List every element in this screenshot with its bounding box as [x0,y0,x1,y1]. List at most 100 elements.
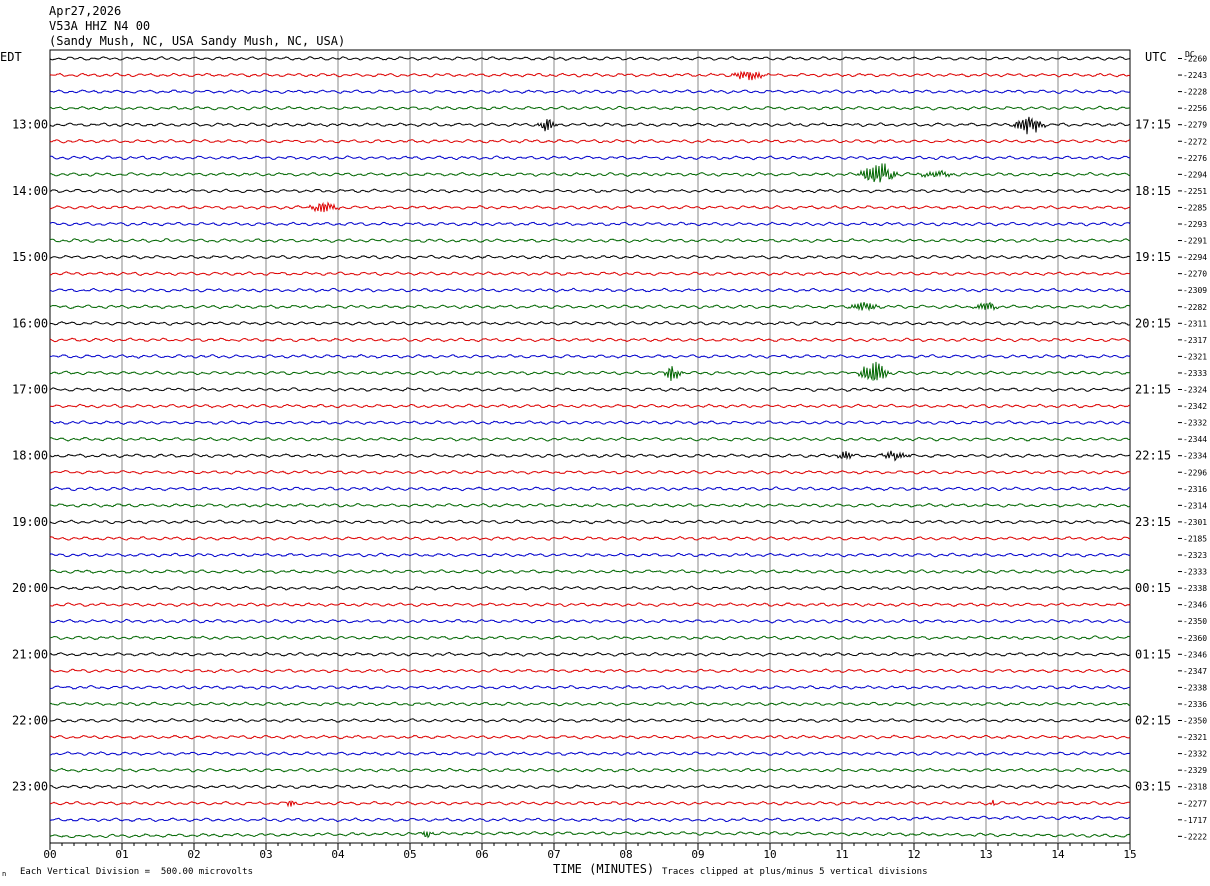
right-hour-label: 00:15 [1135,581,1171,595]
dc-offset-label: -2276 [1183,154,1207,163]
header-station: V53A HHZ N4 00 [49,19,151,33]
dc-offset-label: -2332 [1183,750,1207,759]
trace-row [49,751,1131,756]
dc-offset-label: -2279 [1183,121,1207,130]
dc-offset-label: -2309 [1183,286,1207,295]
dc-offset-label: -2294 [1183,170,1207,179]
header-location: (Sandy Mush, NC, USA Sandy Mush, NC, USA… [49,34,346,48]
trace-row [49,830,1131,839]
dc-offset-label: -2291 [1183,237,1207,246]
trace-row [49,815,1131,823]
dc-offset-label: -2296 [1183,468,1207,477]
x-tick-label: 07 [547,848,560,861]
dc-offset-label: -2329 [1183,766,1207,775]
x-tick-label: 09 [691,848,704,861]
dc-offset-label: -2272 [1183,137,1207,146]
dc-offset-label: -2311 [1183,319,1207,328]
trace-row [49,734,1131,740]
dc-offset-label: -2318 [1183,783,1207,792]
dc-offset-label: -2294 [1183,253,1207,262]
x-tick-label: 06 [475,848,488,861]
left-hour-label: 17:00 [12,383,48,397]
dc-offset-label: -2282 [1183,303,1207,312]
right-hour-label: 23:15 [1135,515,1171,529]
dc-offset-label: -2270 [1183,270,1207,279]
trace-row [49,361,1131,382]
left-hour-label: 14:00 [12,184,48,198]
dc-offset-label: -2323 [1183,551,1207,560]
trace-row [49,56,1131,61]
dc-column-label: DC [1185,50,1195,59]
x-tick-label: 03 [259,848,272,861]
dc-offset-label: -2346 [1183,601,1207,610]
left-hour-label: 19:00 [12,515,48,529]
trace-row [49,436,1131,442]
left-hour-label: 20:00 [12,581,48,595]
trace-row [49,116,1131,135]
dc-offset-label: -2256 [1183,104,1207,113]
trace-row [49,155,1131,161]
x-tick-label: 14 [1051,848,1065,861]
dc-offset-label: -2333 [1183,369,1207,378]
plot-grid [49,49,1131,850]
dc-offset-label: -2360 [1183,634,1207,643]
trace-row [49,767,1130,773]
trace-row [49,221,1131,227]
trace-row [49,651,1131,657]
trace-row [49,337,1131,343]
x-tick-label: 05 [403,848,416,861]
dc-offset-label: -2317 [1183,336,1207,345]
trace-row [49,618,1131,624]
trace-row [49,301,1131,312]
dc-offset-label: -2285 [1183,203,1207,212]
right-hour-label: 22:15 [1135,449,1171,463]
trace-row [49,138,1131,144]
trace-row [49,685,1131,690]
dc-offset-label: -2338 [1183,584,1207,593]
trace-row [49,799,1131,808]
trace-row [49,502,1131,508]
scale-note: Each Vertical Division = 500.00 microvol… [20,867,253,877]
dc-offset-label: -2228 [1183,88,1207,97]
trace-row [49,552,1131,558]
trace-row [49,353,1131,359]
dc-offset-label: -2314 [1183,501,1207,510]
x-tick-label: 11 [835,848,848,861]
dc-offset-label: -2324 [1183,386,1207,395]
trace-row [50,486,1131,492]
dc-offset-label: -2316 [1183,485,1207,494]
x-tick-label: 15 [1123,848,1136,861]
x-tick-label: 12 [907,848,920,861]
trace-row [49,254,1131,260]
left-hour-label: 13:00 [12,118,48,132]
x-tick-label: 01 [115,848,128,861]
left-hour-label: 18:00 [12,449,48,463]
dc-offset-label: -2350 [1183,617,1207,626]
dc-offset-label: -2344 [1183,435,1207,444]
trace-row [49,188,1131,194]
seismic-traces [49,56,1131,839]
x-tick-label: 02 [187,848,200,861]
dc-offset-label: -2347 [1183,667,1207,676]
left-hour-label: 23:00 [12,780,48,794]
right-timezone-label: UTC [1145,50,1167,64]
clip-note: Traces clipped at plus/minus 5 vertical … [662,867,928,877]
trace-row [49,201,1131,213]
trace-row [49,320,1131,326]
trace-row [49,701,1131,707]
dc-offset-label: -2336 [1183,700,1207,709]
dc-offset-label: -2301 [1183,518,1207,527]
x-tick-label: 10 [763,848,776,861]
trace-row [49,519,1131,525]
right-hour-label: 18:15 [1135,184,1171,198]
trace-row [49,635,1131,641]
x-tick-label: 08 [619,848,632,861]
trace-row [49,668,1131,674]
trace-row [49,585,1130,591]
header-date: Apr27,2026 [49,4,122,18]
dc-offset-label: -2342 [1183,402,1207,411]
trace-row [49,70,1131,81]
x-tick-label: 00 [43,848,56,861]
right-hour-label: 03:15 [1135,780,1171,794]
dc-offset-label: -1717 [1183,816,1207,825]
